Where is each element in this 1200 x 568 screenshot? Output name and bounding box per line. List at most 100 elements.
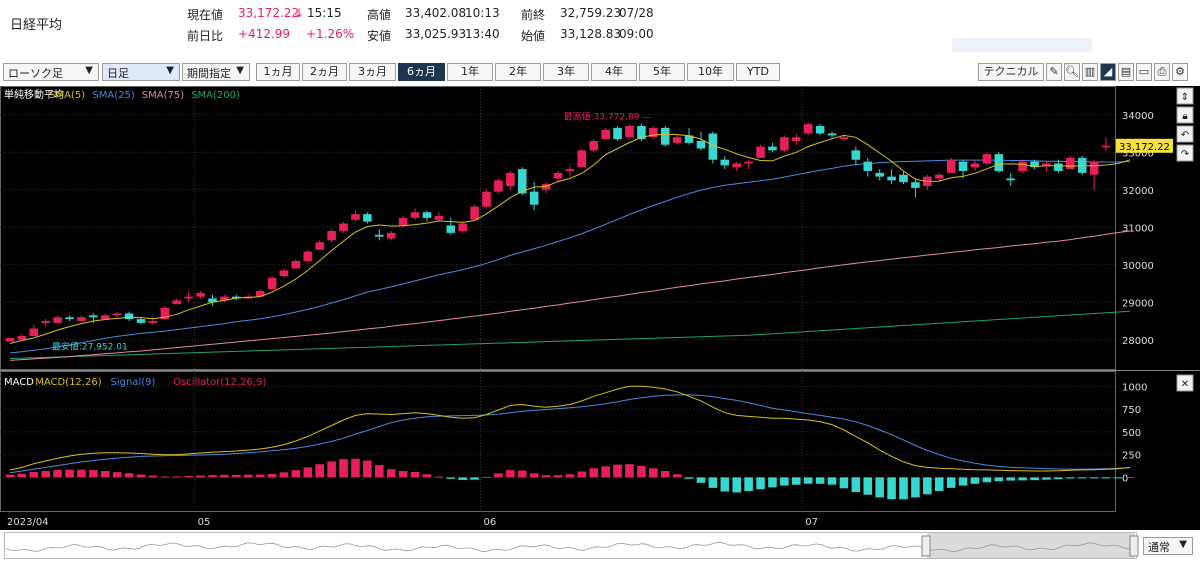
oscillator-bar bbox=[589, 468, 599, 478]
candle-body bbox=[732, 163, 741, 168]
navigator: 通常 ▼ bbox=[0, 530, 1200, 564]
oscillator-bar bbox=[911, 477, 920, 498]
range-select[interactable]: 期間指定 ▼ bbox=[182, 63, 250, 81]
high-annotation: 最高値:33,772.89 — bbox=[564, 110, 652, 122]
candle-body bbox=[672, 137, 682, 143]
candle-body bbox=[839, 137, 849, 140]
candle-body bbox=[1054, 163, 1063, 171]
oscillator-bar bbox=[827, 477, 837, 485]
candle-body bbox=[303, 251, 313, 261]
price-legend-item: SMA(5) bbox=[49, 90, 85, 101]
y-tick-label: 34000 bbox=[1122, 111, 1154, 122]
candle-body bbox=[446, 225, 456, 233]
oscillator-bar bbox=[970, 477, 980, 484]
range-button-10[interactable]: YTD bbox=[736, 63, 780, 81]
oscillator-bar bbox=[958, 477, 968, 486]
range-button-7[interactable]: 4年 bbox=[591, 63, 637, 81]
oscillator-bar bbox=[637, 466, 646, 478]
oscillator-bar bbox=[553, 475, 563, 478]
oscillator-bar bbox=[327, 461, 336, 478]
change-value: +412.99 bbox=[238, 27, 291, 41]
navigator-svg[interactable] bbox=[0, 530, 1200, 564]
oscillator-bar bbox=[517, 470, 527, 478]
candle-body bbox=[1089, 161, 1099, 175]
pencil-icon[interactable]: ✎ bbox=[1046, 63, 1062, 81]
candle-body bbox=[1018, 161, 1027, 171]
chevron-down-icon: ▼ bbox=[166, 65, 174, 76]
document-icon[interactable]: ▤ bbox=[1118, 63, 1134, 81]
oscillator-bar bbox=[1018, 477, 1027, 481]
candle-body bbox=[863, 161, 873, 171]
chart-type-select[interactable]: ローソク足 ▼ bbox=[3, 63, 99, 81]
candle-body bbox=[541, 184, 551, 190]
redo-icon: ↷ bbox=[1181, 149, 1190, 160]
folder-icon[interactable]: ▭ bbox=[1136, 63, 1152, 81]
range-button-2[interactable]: 3ヵ月 bbox=[349, 63, 396, 81]
oscillator-bar bbox=[208, 475, 217, 478]
candle-body bbox=[506, 172, 515, 186]
oscillator-bar bbox=[780, 477, 789, 486]
candle-body bbox=[5, 337, 15, 342]
candle-body bbox=[791, 137, 801, 141]
oscillator-bar bbox=[53, 470, 62, 478]
candle-body bbox=[1030, 161, 1039, 168]
candle-body bbox=[899, 174, 908, 183]
zoom-icon[interactable]: 🔍︎ bbox=[1064, 63, 1080, 81]
oscillator-bar bbox=[89, 470, 98, 478]
candle-body bbox=[946, 159, 956, 173]
oscillator-bar bbox=[1054, 477, 1063, 480]
oscillator-bar bbox=[1125, 476, 1135, 478]
range-button-8[interactable]: 5年 bbox=[639, 63, 685, 81]
sma75-line bbox=[9, 230, 1130, 361]
print-icon[interactable]: ⎙ bbox=[1154, 63, 1170, 81]
candle-body bbox=[637, 126, 646, 140]
oscillator-bar bbox=[184, 476, 193, 478]
oscillator-bar bbox=[851, 477, 861, 492]
range-button-4[interactable]: 1年 bbox=[447, 63, 493, 81]
macd-panel-frame bbox=[0, 371, 1116, 512]
candle-body bbox=[601, 129, 610, 140]
technical-button[interactable]: テクニカル bbox=[978, 63, 1044, 81]
gear-icon[interactable]: ⚙ bbox=[1172, 63, 1188, 81]
x-tick-label: 05 bbox=[198, 517, 211, 528]
price-panel-frame bbox=[0, 86, 1116, 370]
navigator-right-handle bbox=[1129, 535, 1139, 557]
candle-body bbox=[482, 191, 491, 207]
oscillator-bar bbox=[470, 477, 479, 480]
period-select[interactable]: 日足 ▼ bbox=[102, 63, 180, 81]
oscillator-bar bbox=[1042, 477, 1051, 480]
prev-close-label: 前終 bbox=[521, 8, 546, 22]
range-button-5[interactable]: 2年 bbox=[495, 63, 541, 81]
y-tick-label: 31000 bbox=[1122, 223, 1154, 234]
side-button bbox=[1176, 125, 1194, 143]
range-button-9[interactable]: 10年 bbox=[687, 63, 734, 81]
down-arrow-icon: ↓ bbox=[294, 6, 305, 20]
candle-body bbox=[339, 223, 348, 231]
price-legend-item: 単純移動平均 bbox=[4, 88, 64, 101]
candle-body bbox=[982, 154, 992, 164]
oscillator-bar bbox=[541, 475, 551, 478]
chevron-down-icon: ▼ bbox=[236, 65, 244, 76]
candle-body bbox=[529, 191, 539, 205]
candle-body bbox=[815, 126, 825, 134]
oscillator-bar bbox=[1006, 477, 1016, 481]
range-button-1[interactable]: 2ヵ月 bbox=[302, 63, 347, 81]
oscillator-bar bbox=[946, 477, 956, 488]
candle-body bbox=[434, 216, 444, 220]
oscillator-bar bbox=[672, 474, 682, 478]
bar-chart-icon[interactable]: ▥ bbox=[1082, 63, 1098, 81]
chart-svg[interactable]: 28000 29000 30000 31000 32000 33000 34000 最高値:3… bbox=[0, 86, 1200, 530]
high-value: 33,402.08 bbox=[405, 6, 467, 20]
area-chart-icon[interactable]: ◢ bbox=[1100, 63, 1116, 81]
range-button-0[interactable]: 1ヵ月 bbox=[256, 63, 300, 81]
oscillator-bar bbox=[339, 459, 348, 478]
candle-body bbox=[1006, 178, 1016, 181]
chart-area[interactable]: 28000 29000 30000 31000 32000 33000 34000 最高値:3… bbox=[0, 86, 1200, 530]
oscillator-bar bbox=[291, 470, 301, 478]
chart-type-value: ローソク足 bbox=[8, 67, 63, 80]
oscillator-bar bbox=[529, 473, 539, 478]
prev-close-date: 07/28 bbox=[619, 6, 654, 20]
range-button-6[interactable]: 3年 bbox=[543, 63, 589, 81]
range-button-3[interactable]: 6ヵ月 bbox=[398, 63, 445, 81]
scale-select[interactable]: 通常 ▼ bbox=[1143, 537, 1193, 555]
